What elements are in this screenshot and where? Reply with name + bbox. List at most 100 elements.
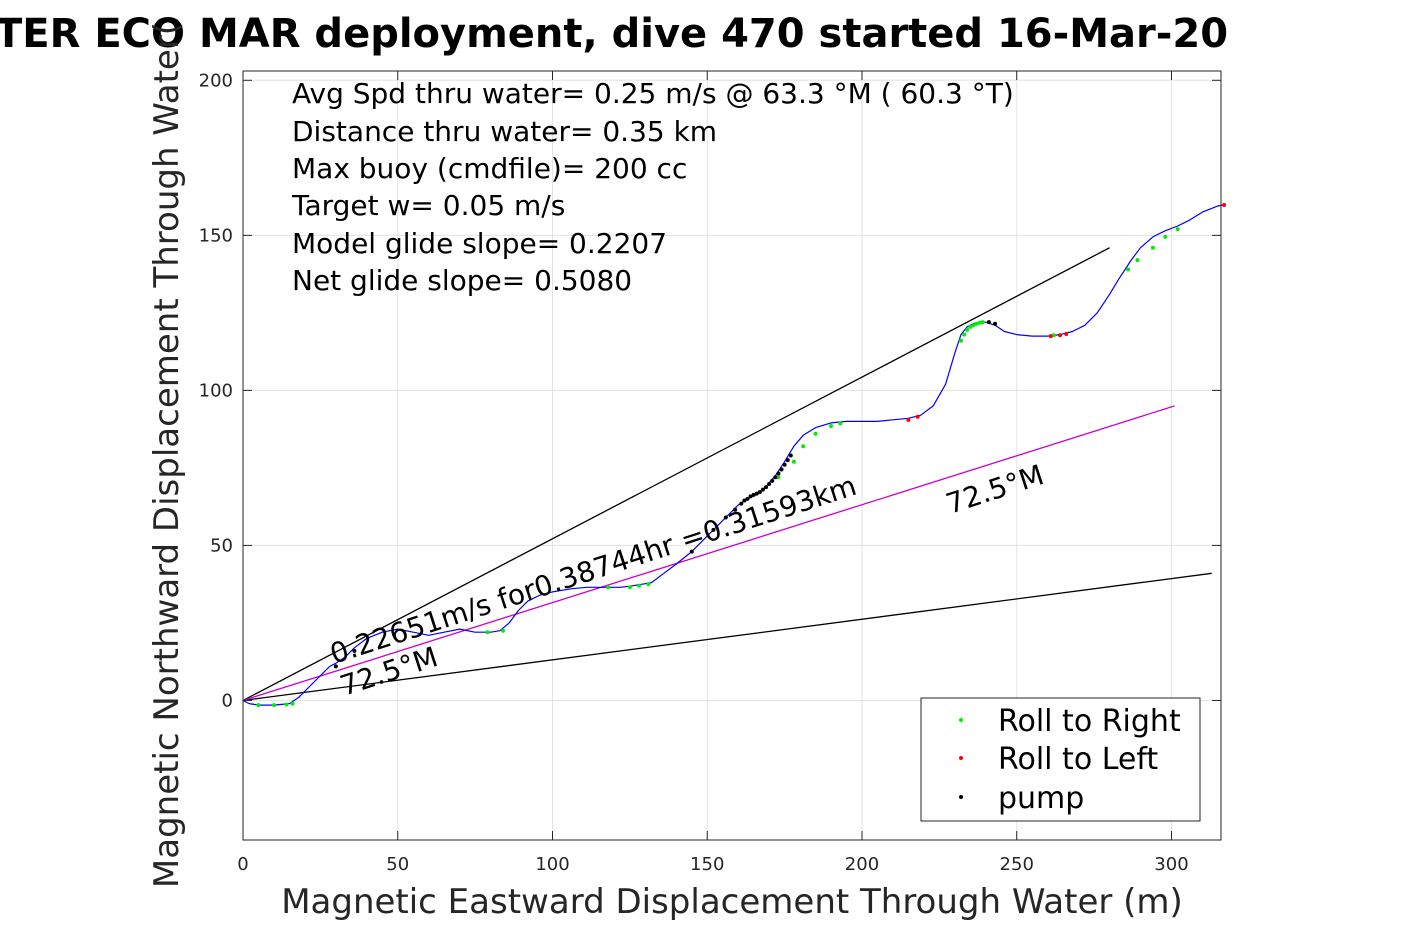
x-tick-label: 50 (386, 854, 409, 875)
pump-point (767, 482, 772, 487)
pump-point (770, 478, 775, 483)
info-text-block: Avg Spd thru water= 0.25 m/s @ 63.3 °M (… (291, 77, 1014, 297)
axis-ticks (242, 71, 1221, 840)
cone-upper-line (242, 247, 1110, 702)
y-tick-labels: 0 50 100 150 200 (199, 70, 233, 711)
roll-right-point (962, 332, 967, 337)
legend-label-pump: pump (998, 781, 1084, 816)
info-target-w: Target w= 0.05 m/s (291, 189, 565, 222)
pump-point (333, 664, 338, 669)
pump-point (782, 462, 787, 467)
pump-point (773, 475, 778, 480)
x-axis-label: Magnetic Eastward Displacement Through W… (281, 882, 1183, 922)
pump-point (757, 490, 762, 495)
roll-right-point (838, 421, 843, 426)
pump-point (742, 498, 747, 503)
cone-lower-line (242, 572, 1212, 702)
roll-right-point (1163, 234, 1168, 239)
y-tick-label: 100 (199, 380, 233, 401)
legend-marker-roll-right (959, 718, 963, 722)
roll-right-point (271, 703, 276, 708)
roll-right-point (500, 628, 505, 633)
roll-right-point (959, 338, 964, 343)
pump-point (689, 549, 694, 554)
pump-point (748, 494, 753, 499)
info-model-glide: Model glide slope= 0.2207 (292, 227, 667, 260)
roll-right-point (977, 320, 982, 325)
pump-point (739, 501, 744, 506)
roll-right-point (1150, 245, 1155, 250)
roll-right-point (606, 585, 611, 590)
pump-point (785, 458, 790, 463)
roll-right-point (776, 475, 781, 480)
roll-right-point (646, 582, 651, 587)
x-tick-label: 200 (845, 854, 879, 875)
roll-right-point (971, 323, 976, 328)
chart-title: TER ECO MAR deployment, dive 470 started… (0, 11, 1228, 57)
info-distance: Distance thru water= 0.35 km (292, 115, 717, 148)
roll-right-point (256, 703, 261, 708)
y-tick-label: 200 (199, 70, 233, 91)
roll-right-point (290, 701, 295, 706)
pump-point (764, 485, 769, 490)
roll-right-point (1051, 333, 1056, 338)
roll-right-point (965, 327, 970, 332)
roll-left-point (906, 417, 911, 422)
pump-point (779, 467, 784, 472)
pump-point (993, 321, 998, 326)
roll-left-point (915, 414, 920, 419)
pump-point (723, 515, 728, 520)
pump-point (733, 507, 738, 512)
legend-marker-pump (959, 795, 963, 799)
roll-right-point (1175, 227, 1180, 232)
heading-line (242, 405, 1175, 702)
x-tick-label: 250 (1000, 854, 1034, 875)
legend-box (920, 697, 1201, 822)
roll-left-point (1222, 202, 1227, 207)
legend-label-roll-left: Roll to Left (998, 742, 1158, 777)
roll-right-point (801, 444, 806, 449)
pump-point (754, 491, 759, 496)
roll-right-point (813, 431, 818, 436)
x-tick-label: 0 (237, 854, 248, 875)
pump-point (352, 648, 357, 653)
legend-label-roll-right: Roll to Right (998, 704, 1181, 739)
roll-right-point (829, 424, 834, 429)
data-points (256, 202, 1227, 708)
roll-right-point (485, 630, 490, 635)
pump-point (776, 471, 781, 476)
plot-frame (242, 70, 1222, 841)
roll-right-point (1126, 267, 1131, 272)
x-tick-labels: 0 50 100 150 200 250 300 (237, 854, 1188, 875)
roll-right-point (1135, 258, 1140, 263)
roll-right-point (637, 583, 642, 588)
y-tick-label: 150 (199, 225, 233, 246)
roll-right-point (284, 702, 289, 707)
pump-point (986, 320, 991, 325)
roll-right-point (974, 321, 979, 326)
y-axis-label: Magnetic Northward Displacement Through … (147, 22, 187, 888)
info-net-glide: Net glide slope= 0.5080 (292, 264, 632, 297)
legend: Roll to Right Roll to Left pump (920, 697, 1201, 822)
roll-right-point (980, 320, 985, 325)
roll-left-point (1048, 334, 1053, 339)
x-tick-label: 100 (535, 854, 569, 875)
roll-left-point (1058, 333, 1063, 338)
pump-point (711, 527, 716, 532)
y-tick-label: 0 (222, 690, 233, 711)
roll-right-point (627, 585, 632, 590)
pump-point (745, 496, 750, 501)
info-avg-speed: Avg Spd thru water= 0.25 m/s @ 63.3 °M (… (292, 77, 1014, 110)
roll-right-point (968, 324, 973, 329)
pump-point (788, 453, 793, 458)
reference-lines (242, 247, 1212, 702)
roll-left-point (1064, 331, 1069, 336)
pump-point (760, 487, 765, 492)
pump-point (751, 492, 756, 497)
x-tick-label: 150 (690, 854, 724, 875)
y-tick-label: 50 (210, 535, 233, 556)
roll-right-point (791, 459, 796, 464)
legend-marker-roll-left (959, 756, 963, 760)
info-max-buoy: Max buoy (cmdfile)= 200 cc (292, 152, 687, 185)
